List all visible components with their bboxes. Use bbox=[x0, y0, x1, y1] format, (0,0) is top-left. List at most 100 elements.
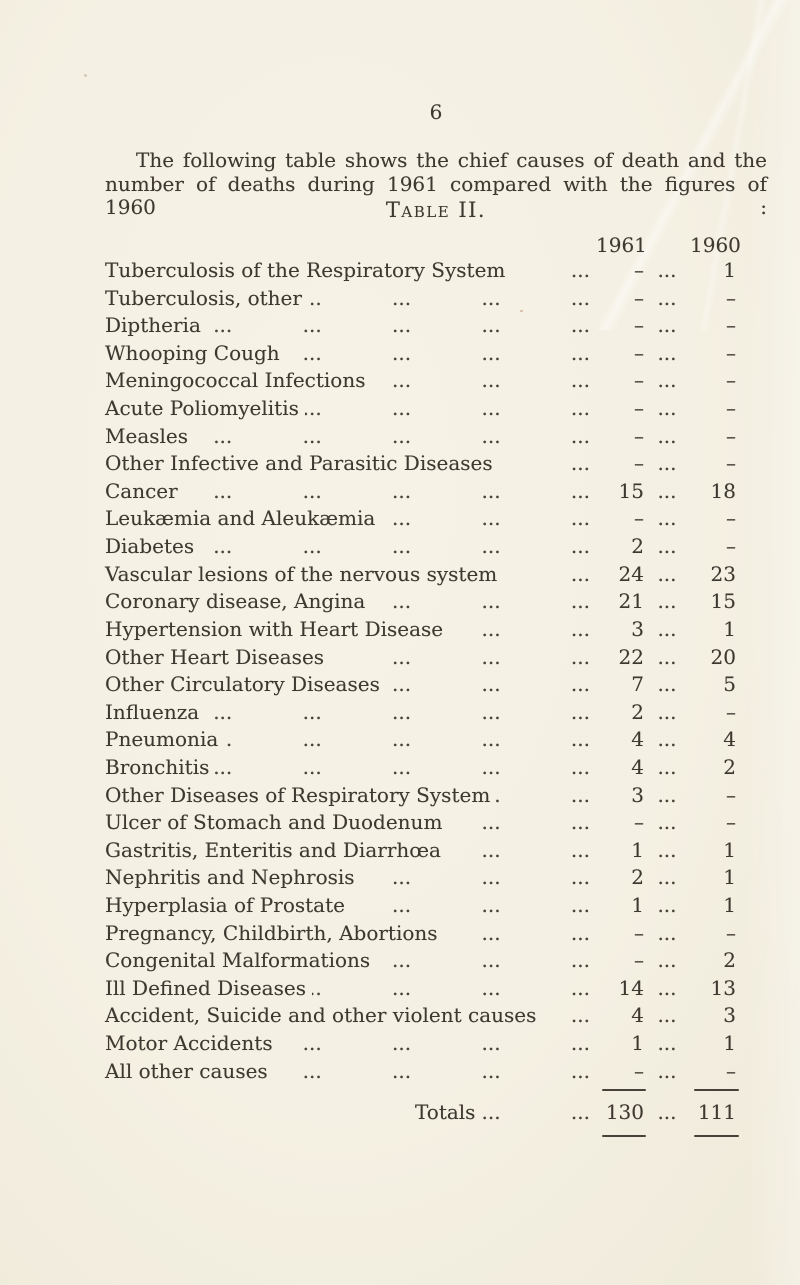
paper-speck bbox=[520, 310, 523, 312]
intro-paragraph: The following table shows the chief caus… bbox=[105, 148, 767, 220]
cause-label: Pneumonia bbox=[105, 727, 219, 752]
year-header-spacer bbox=[105, 233, 596, 257]
cause-label: Vascular lesions of the nervous system bbox=[105, 561, 498, 586]
value-1961: 4 bbox=[631, 727, 644, 752]
dot-leader: ... ... ... ... ... ... ... ... ... ... … bbox=[351, 893, 590, 918]
dot-leader: ... ... ... ... ... ... ... ... ... ... … bbox=[312, 975, 590, 1000]
year-header-1960: 1960 bbox=[690, 233, 741, 257]
dot-separator: ... bbox=[657, 782, 677, 807]
value-1961: 3 bbox=[631, 782, 644, 807]
dot-separator: ... bbox=[657, 313, 677, 338]
cause-label: Motor Accidents bbox=[105, 1031, 273, 1056]
value-1960: 20 bbox=[710, 644, 736, 669]
totals-value-1961: 130 bbox=[605, 1100, 644, 1124]
dot-separator: ... bbox=[657, 893, 677, 918]
value-1961: 2 bbox=[631, 534, 644, 559]
dot-separator: ... bbox=[657, 589, 677, 614]
value-1961: 2 bbox=[631, 699, 644, 724]
value-1960: – bbox=[726, 506, 736, 531]
value-1960: 13 bbox=[710, 975, 736, 1000]
dot-separator: ... bbox=[657, 1058, 677, 1083]
dot-leader: ... ... ... ... ... ... ... ... ... ... … bbox=[496, 782, 590, 807]
table-row: Hypertension with Heart Disease... ... .… bbox=[105, 617, 736, 645]
value-1960: – bbox=[726, 810, 736, 835]
value-1961: 22 bbox=[618, 644, 644, 669]
value-1960: – bbox=[726, 423, 736, 448]
table-row: Gastritis, Enteritis and Diarrhœa... ...… bbox=[105, 838, 736, 866]
cause-label: Other Infective and Parasitic Diseases bbox=[105, 451, 493, 476]
cause-label: Measles bbox=[105, 423, 188, 448]
table-row: Meningococcal Infections... ... ... ... … bbox=[105, 368, 736, 396]
cause-label: Cancer bbox=[105, 478, 178, 503]
totals-rule-top-1960 bbox=[694, 1089, 739, 1091]
dot-separator: ... bbox=[657, 727, 677, 752]
value-1961: – bbox=[634, 451, 644, 476]
dot-separator: ... bbox=[657, 1003, 677, 1028]
value-1960: 1 bbox=[723, 1031, 736, 1056]
value-1961: – bbox=[634, 920, 644, 945]
value-1961: – bbox=[634, 258, 644, 282]
dot-separator: ... bbox=[657, 506, 677, 531]
cause-label: Bronchitis bbox=[105, 754, 210, 779]
table-row: Tuberculosis, other... ... ... ... ... .… bbox=[105, 286, 736, 314]
cause-label: Whooping Cough bbox=[105, 340, 280, 365]
value-1960: 15 bbox=[710, 589, 736, 614]
dot-leader: ... ... ... ... ... ... ... ... ... ... … bbox=[279, 1031, 590, 1056]
value-1961: – bbox=[634, 423, 644, 448]
dot-leader: ... ... ... ... ... ... ... ... ... ... … bbox=[305, 396, 590, 421]
value-1960: – bbox=[726, 396, 736, 421]
value-1961: – bbox=[634, 948, 644, 973]
value-1960: 1 bbox=[723, 893, 736, 918]
table-row: Motor Accidents... ... ... ... ... ... .… bbox=[105, 1031, 736, 1059]
dot-separator: ... bbox=[657, 368, 677, 393]
value-1960: 1 bbox=[723, 616, 736, 641]
table-row: Bronchitis... ... ... ... ... ... ... ..… bbox=[105, 755, 736, 783]
table-title: Table II. bbox=[385, 198, 487, 222]
table-row: Tuberculosis of the Respiratory System..… bbox=[105, 258, 736, 286]
dot-separator: ... bbox=[657, 644, 677, 669]
dot-leader: ... ... ... ... ... ... ... ... ... ... … bbox=[308, 285, 590, 310]
table-row: Accident, Suicide and other violent caus… bbox=[105, 1003, 736, 1031]
cause-label: Tuberculosis, other bbox=[105, 285, 302, 310]
dot-separator: ... bbox=[657, 478, 677, 503]
totals-label: Totals bbox=[415, 1100, 476, 1124]
cause-label: Ulcer of Stomach and Duodenum bbox=[105, 810, 443, 835]
value-1961: 21 bbox=[618, 589, 644, 614]
cause-label: Hypertension with Heart Disease bbox=[105, 616, 444, 641]
value-1960: – bbox=[726, 368, 736, 393]
page-number: 6 bbox=[429, 100, 443, 124]
dot-separator: ... bbox=[657, 423, 677, 448]
intro-line-2: number of deaths during 1961 compared wi… bbox=[105, 171, 767, 219]
dot-separator: ... bbox=[657, 975, 677, 1000]
dot-leader: ... ... ... ... ... ... ... ... ... ... … bbox=[207, 313, 590, 338]
totals-rule-bottom-1960 bbox=[694, 1135, 739, 1137]
table-row: Pneumonia... ... ... ... ... ... ... ...… bbox=[105, 727, 736, 755]
value-1961: 1 bbox=[631, 837, 644, 862]
dot-separator: ... bbox=[657, 1031, 677, 1056]
table-row: Measles... ... ... ... ... ... ... ... .… bbox=[105, 424, 736, 452]
value-1961: – bbox=[634, 506, 644, 531]
dot-separator: ... bbox=[657, 285, 677, 310]
dot-leader: ... ... ... ... ... ... ... ... ... ... … bbox=[286, 340, 590, 365]
dot-leader: ... ... ... ... ... ... ... ... ... ... … bbox=[184, 478, 590, 503]
dot-leader: ... ... ... ... ... ... ... ... ... ... … bbox=[330, 644, 590, 669]
cause-label: All other causes bbox=[105, 1058, 268, 1083]
dot-separator: ... bbox=[657, 699, 677, 724]
dot-leader: ... ... ... ... ... ... ... ... ... ... … bbox=[200, 534, 590, 559]
dot-separator: ... bbox=[657, 451, 677, 476]
value-1961: – bbox=[634, 368, 644, 393]
dot-separator: ... bbox=[657, 754, 677, 779]
table-row: Influenza... ... ... ... ... ... ... ...… bbox=[105, 700, 736, 728]
dot-leader: ... ... ... ... ... ... ... ... ... ... … bbox=[503, 561, 590, 586]
value-1960: 1 bbox=[723, 865, 736, 890]
value-1961: 4 bbox=[631, 754, 644, 779]
dot-leader: ... ... ... ... ... ... ... ... ... ... … bbox=[444, 920, 590, 945]
paper-speck bbox=[84, 74, 87, 77]
value-1960: – bbox=[726, 451, 736, 476]
value-1960: – bbox=[726, 313, 736, 338]
dot-separator: ... bbox=[657, 948, 677, 973]
value-1961: 14 bbox=[618, 975, 644, 1000]
dot-leader: ... ... ... ... ... ... ... ... ... ... … bbox=[447, 837, 590, 862]
value-1961: – bbox=[634, 313, 644, 338]
value-1961: – bbox=[634, 810, 644, 835]
